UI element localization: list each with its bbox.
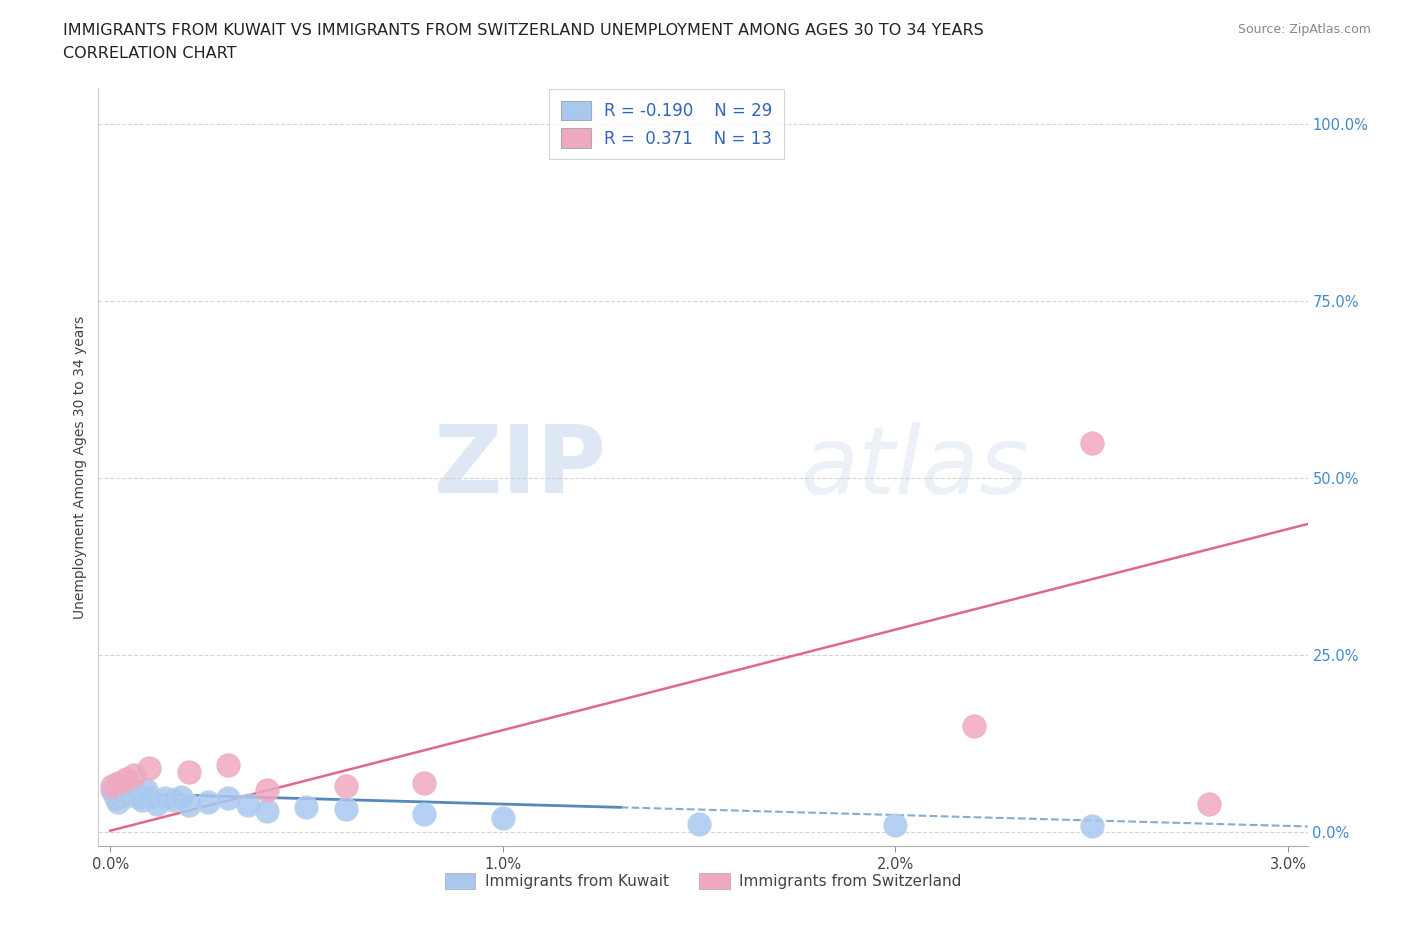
- Point: [107, 795, 129, 810]
- Point: [103, 786, 125, 801]
- Point: [108, 790, 131, 804]
- Point: [335, 802, 357, 817]
- Point: [170, 790, 193, 804]
- Y-axis label: Unemployment Among Ages 30 to 34 years: Unemployment Among Ages 30 to 34 years: [73, 315, 87, 619]
- Point: [335, 778, 357, 793]
- Point: [177, 798, 200, 813]
- Point: [115, 772, 138, 787]
- Point: [256, 782, 278, 797]
- Point: [122, 768, 145, 783]
- Point: [492, 811, 515, 826]
- Point: [127, 790, 149, 804]
- Point: [1198, 796, 1220, 811]
- Point: [101, 782, 124, 797]
- Point: [1080, 819, 1102, 834]
- Point: [105, 790, 128, 805]
- Point: [1080, 435, 1102, 450]
- Point: [884, 817, 907, 832]
- Text: Source: ZipAtlas.com: Source: ZipAtlas.com: [1237, 23, 1371, 36]
- Point: [177, 764, 200, 779]
- Point: [135, 782, 157, 797]
- Point: [236, 798, 259, 813]
- Point: [101, 778, 124, 793]
- Text: ZIP: ZIP: [433, 421, 606, 513]
- Point: [688, 817, 710, 831]
- Point: [162, 792, 184, 807]
- Point: [118, 788, 141, 803]
- Point: [217, 757, 239, 772]
- Point: [146, 796, 169, 811]
- Point: [256, 804, 278, 818]
- Point: [107, 775, 129, 790]
- Text: IMMIGRANTS FROM KUWAIT VS IMMIGRANTS FROM SWITZERLAND UNEMPLOYMENT AMONG AGES 30: IMMIGRANTS FROM KUWAIT VS IMMIGRANTS FRO…: [63, 23, 984, 38]
- Point: [122, 784, 145, 799]
- Point: [963, 719, 986, 734]
- Point: [138, 790, 160, 804]
- Point: [111, 786, 134, 801]
- Point: [217, 790, 239, 805]
- Point: [153, 790, 176, 805]
- Legend: Immigrants from Kuwait, Immigrants from Switzerland: Immigrants from Kuwait, Immigrants from …: [439, 868, 967, 896]
- Point: [413, 807, 436, 822]
- Point: [295, 800, 318, 815]
- Point: [115, 782, 138, 797]
- Point: [413, 775, 436, 790]
- Point: [131, 792, 153, 807]
- Text: CORRELATION CHART: CORRELATION CHART: [63, 46, 236, 61]
- Point: [197, 795, 219, 810]
- Point: [138, 761, 160, 776]
- Text: atlas: atlas: [800, 422, 1028, 512]
